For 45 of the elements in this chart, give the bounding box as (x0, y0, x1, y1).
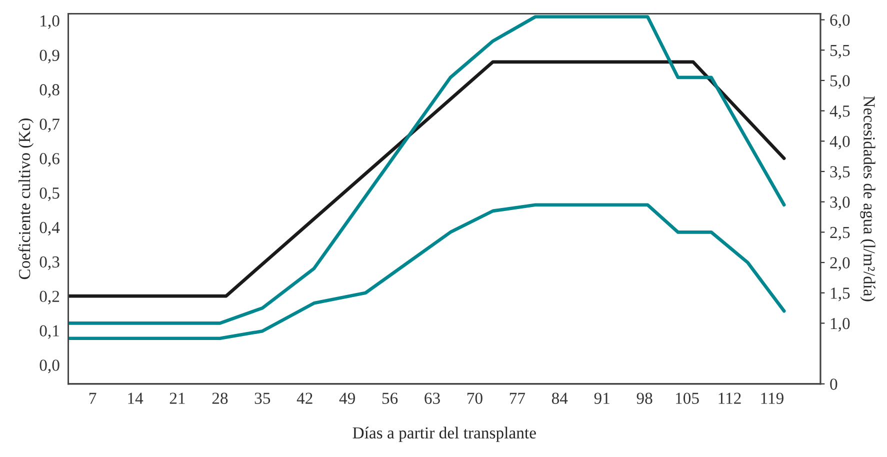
x-tick-label: 7 (89, 392, 96, 404)
y2-tick-label: 4,0 (830, 136, 850, 150)
x-tick-label: 49 (339, 392, 355, 404)
y2-tick-label: 4,5 (830, 106, 850, 120)
x-tick-label: 21 (170, 392, 185, 404)
y-tick-label: 0,9 (40, 50, 60, 64)
y2-tick-label: 1,0 (830, 318, 850, 332)
x-tick-label: 70 (467, 392, 482, 404)
y2-tick-label: 2,0 (830, 257, 850, 271)
y2-axis-title: Necesidades de agua (l/m²/día) (860, 96, 876, 302)
x-tick-label: 28 (212, 392, 228, 404)
line-series (68, 203, 786, 340)
y2-tick-label: 3,5 (830, 166, 850, 180)
x-tick-label: 112 (718, 392, 741, 404)
y-tick-label: 0,2 (40, 290, 60, 304)
x-tick-label: 91 (594, 392, 610, 404)
y-tick-label: 0,8 (40, 84, 60, 98)
y-tick-label: 0,3 (40, 256, 60, 270)
y-tick-label: 1,0 (40, 15, 60, 29)
x-tick-label: 84 (552, 392, 568, 404)
x-tick-label: 77 (510, 392, 526, 404)
y-tick-label: 0,5 (40, 187, 60, 202)
x-tick-label: 14 (128, 392, 144, 404)
y-tick-label: 0,7 (40, 118, 60, 132)
y2-tick-label: 3,0 (830, 196, 850, 210)
y-tick-label: 0,1 (40, 325, 59, 339)
y2-tick-label: 5,0 (830, 75, 850, 89)
y2-tick-label: 1,5 (830, 288, 850, 302)
x-tick-label: 42 (296, 392, 312, 404)
x-tick-label: 56 (382, 392, 398, 404)
x-tick-label: 35 (254, 392, 270, 404)
x-tick-label: 63 (424, 392, 440, 404)
y-tick-label: 0,4 (40, 222, 60, 236)
line-series (68, 15, 786, 325)
y-tick-label: 0,0 (40, 360, 60, 374)
y2-tick-label: 2,5 (830, 226, 850, 241)
y2-tick-label: 6,0 (830, 14, 850, 28)
y2-tick-label: 5,5 (830, 44, 850, 58)
x-axis-title: Días a partir del transplante (352, 426, 536, 442)
y-axis-title: Coeficiente cultivo (Kc) (18, 118, 34, 280)
y-tick-label: 0,6 (40, 153, 60, 167)
y2-tick-label: 0 (830, 378, 838, 390)
x-tick-label: 98 (636, 392, 652, 404)
x-tick-label: 119 (761, 392, 784, 404)
x-tick-label: 105 (676, 392, 699, 404)
